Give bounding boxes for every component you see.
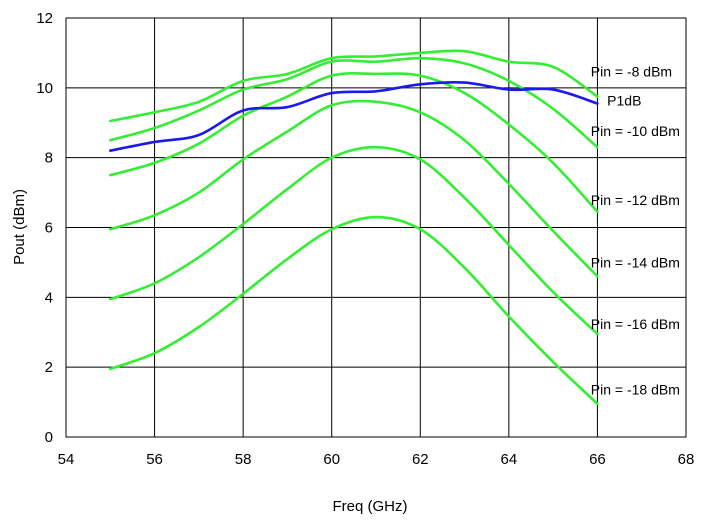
y-tick-label: 8 (45, 150, 53, 167)
annotation-label: Pin = -16 dBm (591, 316, 680, 332)
y-tick-label: 6 (45, 220, 53, 237)
annotation-label: Pin = -10 dBm (591, 123, 680, 139)
y-axis-label: Pout (dBm) (11, 189, 28, 265)
y-tick-label: 2 (45, 359, 53, 376)
y-tick-label: 4 (45, 289, 53, 306)
annotation-label: Pin = -14 dBm (591, 255, 680, 271)
x-tick-label: 66 (589, 451, 606, 468)
x-tick-label: 54 (58, 451, 75, 468)
x-tick-label: 68 (678, 451, 695, 468)
x-tick-label: 58 (235, 451, 252, 468)
series-line-6 (108, 215, 599, 406)
annotation-label: Pin = -8 dBm (591, 64, 672, 80)
annotation-label: Pin = -12 dBm (591, 192, 680, 208)
x-tick-label: 64 (501, 451, 518, 468)
x-axis-label: Freq (GHz) (333, 498, 408, 515)
grid (65, 17, 687, 438)
x-tick-label: 62 (412, 451, 429, 468)
series-line-2 (108, 80, 599, 152)
annotation-label: P1dB (607, 92, 641, 108)
series-lines (108, 49, 599, 406)
series-line-4 (108, 99, 599, 278)
annotation-label: Pin = -18 dBm (591, 381, 680, 397)
y-tick-label: 10 (36, 80, 53, 97)
y-tick-label: 0 (45, 429, 53, 446)
series-line-5 (108, 145, 599, 336)
y-tick-label: 12 (36, 10, 53, 27)
annotations: Pin = -8 dBm P1dB Pin = -10 dBm Pin = -12 d… (591, 64, 680, 398)
series-line-3 (108, 72, 599, 214)
plot-area-frame (65, 17, 687, 438)
x-tick-label: 60 (323, 451, 340, 468)
series-line-0 (108, 49, 599, 123)
series-line-1 (108, 56, 599, 149)
x-tick-label: 56 (146, 451, 163, 468)
